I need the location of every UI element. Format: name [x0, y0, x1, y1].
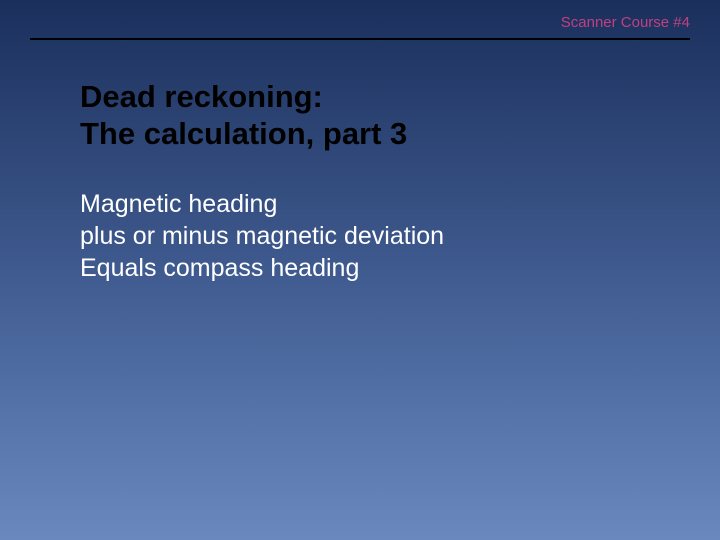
body-line-2: plus or minus magnetic deviation — [80, 220, 660, 252]
header-rule — [30, 38, 690, 40]
body-line-1: Magnetic heading — [80, 188, 660, 220]
slide: Scanner Course #4 Dead reckoning: The ca… — [0, 0, 720, 540]
slide-body: Magnetic heading plus or minus magnetic … — [80, 188, 660, 284]
body-line-3: Equals compass heading — [80, 252, 660, 284]
slide-title: Dead reckoning: The calculation, part 3 — [80, 78, 660, 152]
title-line-2: The calculation, part 3 — [80, 115, 660, 152]
header-label: Scanner Course #4 — [561, 14, 690, 31]
title-line-1: Dead reckoning: — [80, 78, 660, 115]
